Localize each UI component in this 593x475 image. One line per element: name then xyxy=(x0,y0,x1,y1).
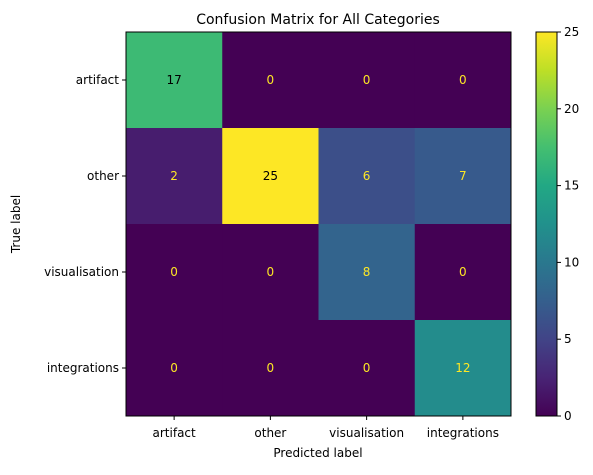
x-tick-label: visualisation xyxy=(329,426,404,440)
y-tick-label: visualisation xyxy=(44,265,119,279)
heatmap-cell xyxy=(414,224,512,321)
heatmap-cells: 17 0 0 0 2 25 6 7 0 0 8 0 0 0 0 12 xyxy=(126,32,512,417)
x-tick-label: artifact xyxy=(153,426,197,440)
heatmap-cell xyxy=(318,320,416,417)
cell-value-label: 0 xyxy=(267,361,275,375)
y-tick-label: integrations xyxy=(47,361,119,375)
y-tick-label: other xyxy=(87,169,119,183)
heatmap-cell xyxy=(222,224,319,321)
heatmap-cell xyxy=(126,320,223,417)
colorbar-tick-label: 20 xyxy=(564,102,579,116)
colorbar-tick-label: 5 xyxy=(564,332,572,346)
heatmap-cell xyxy=(222,128,319,225)
colorbar-ticks: 0 5 10 15 20 25 xyxy=(557,25,579,423)
heatmap-cell xyxy=(318,224,416,321)
x-tick-label: other xyxy=(254,426,286,440)
chart-title: Confusion Matrix for All Categories xyxy=(196,12,440,28)
colorbar-gradient xyxy=(535,31,558,417)
heatmap-cell xyxy=(318,128,416,225)
heatmap-cell xyxy=(414,320,512,417)
cell-value-label: 2 xyxy=(170,169,178,183)
heatmap-cell xyxy=(222,320,319,417)
heatmap-cell xyxy=(222,32,319,129)
cell-value-label: 6 xyxy=(363,169,371,183)
cell-value-label: 17 xyxy=(166,73,181,87)
colorbar-tick-label: 25 xyxy=(564,25,579,39)
cell-value-label: 0 xyxy=(363,73,371,87)
heatmap-cell xyxy=(318,32,416,129)
colorbar-tick-label: 15 xyxy=(564,179,579,193)
cell-value-label: 0 xyxy=(267,265,275,279)
colorbar: 0 5 10 15 20 25 xyxy=(535,25,579,423)
cell-value-label: 0 xyxy=(459,73,467,87)
cell-value-label: 0 xyxy=(267,73,275,87)
y-tick-label: artifact xyxy=(76,73,120,87)
heatmap-cell xyxy=(414,128,512,225)
cell-value-label: 25 xyxy=(263,169,278,183)
x-axis-label: Predicted label xyxy=(273,446,362,460)
colorbar-tick-label: 0 xyxy=(564,409,572,423)
cell-value-label: 0 xyxy=(459,265,467,279)
y-axis-label: True label xyxy=(9,195,23,254)
cell-value-label: 8 xyxy=(363,265,371,279)
cell-value-label: 0 xyxy=(363,361,371,375)
x-tick-label: integrations xyxy=(427,426,499,440)
plot-frame xyxy=(125,31,512,417)
cell-value-label: 12 xyxy=(455,361,470,375)
heatmap-cell xyxy=(126,32,223,129)
axis-ticks: artifact other visualisation integrations ar… xyxy=(44,73,499,440)
heatmap-cell xyxy=(414,32,512,129)
heatmap-cell xyxy=(126,224,223,321)
heatmap-cell xyxy=(126,128,223,225)
cell-value-label: 0 xyxy=(170,265,178,279)
cell-value-label: 0 xyxy=(170,361,178,375)
colorbar-tick-label: 10 xyxy=(564,255,579,269)
cell-value-label: 7 xyxy=(459,169,467,183)
